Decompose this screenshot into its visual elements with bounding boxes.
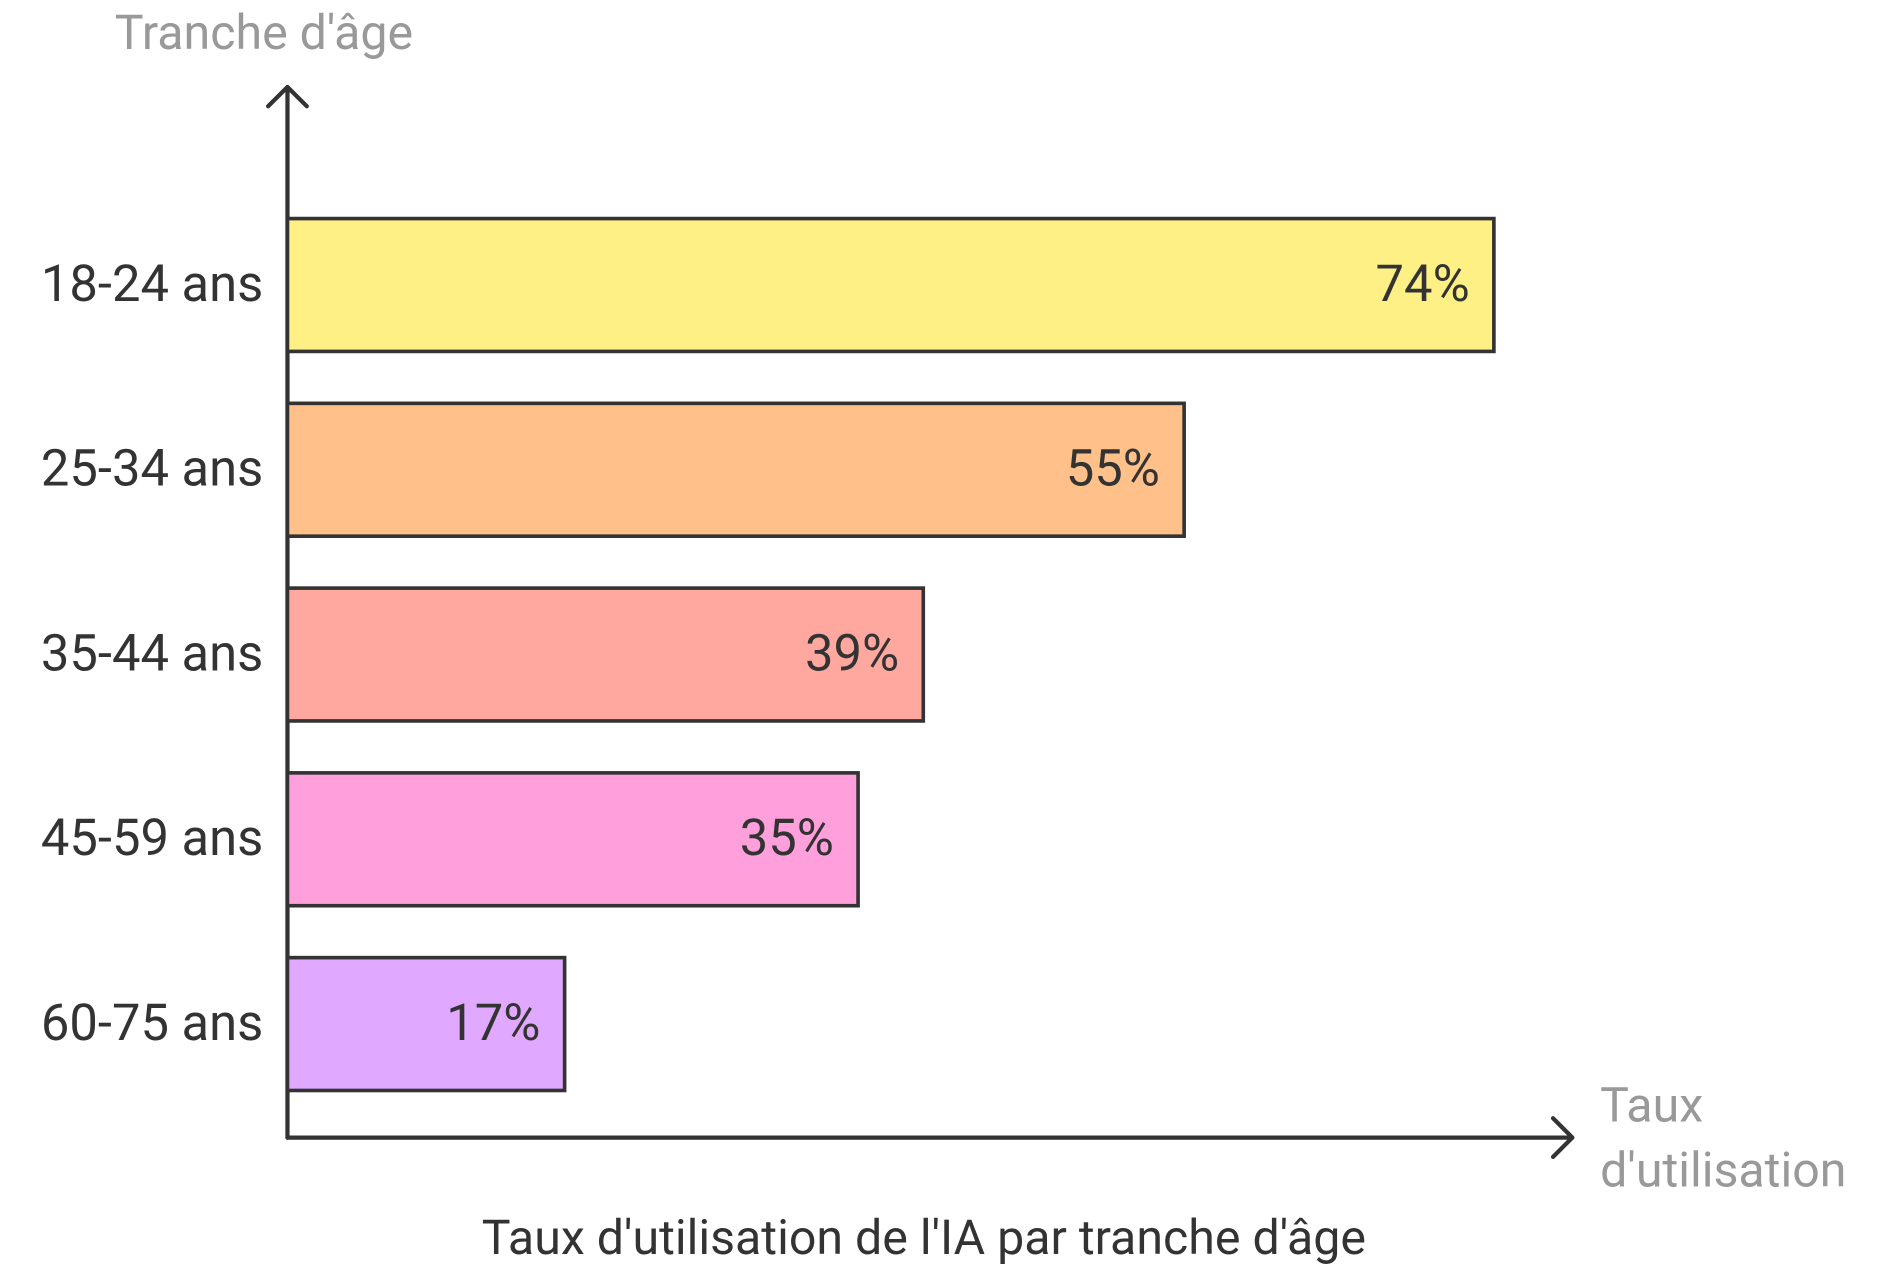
- value-label: 74%: [1376, 255, 1470, 314]
- value-label: 35%: [740, 809, 834, 868]
- x-axis: [285, 1116, 1575, 1160]
- y-tick-label: 45-59 ans: [41, 809, 263, 868]
- bar: [285, 955, 567, 1093]
- bar: [285, 216, 1496, 354]
- y-tick-label: 35-44 ans: [41, 624, 263, 683]
- value-label: 17%: [446, 994, 540, 1053]
- value-label: 39%: [805, 624, 899, 683]
- chart-title: Taux d'utilisation de l'IA par tranche d…: [482, 1209, 1366, 1266]
- y-tick-label: 60-75 ans: [41, 994, 263, 1053]
- bar: [285, 771, 860, 908]
- x-axis-title: d'utilisation: [1600, 1142, 1846, 1199]
- y-axis-title: Tranche d'âge: [115, 4, 413, 61]
- bar: [285, 586, 926, 723]
- y-tick-label: 25-34 ans: [41, 440, 263, 499]
- bar: [285, 401, 1186, 538]
- value-label: 55%: [1066, 440, 1160, 499]
- y-tick-label: 18-24 ans: [41, 255, 263, 314]
- x-axis-title: Taux: [1600, 1076, 1703, 1133]
